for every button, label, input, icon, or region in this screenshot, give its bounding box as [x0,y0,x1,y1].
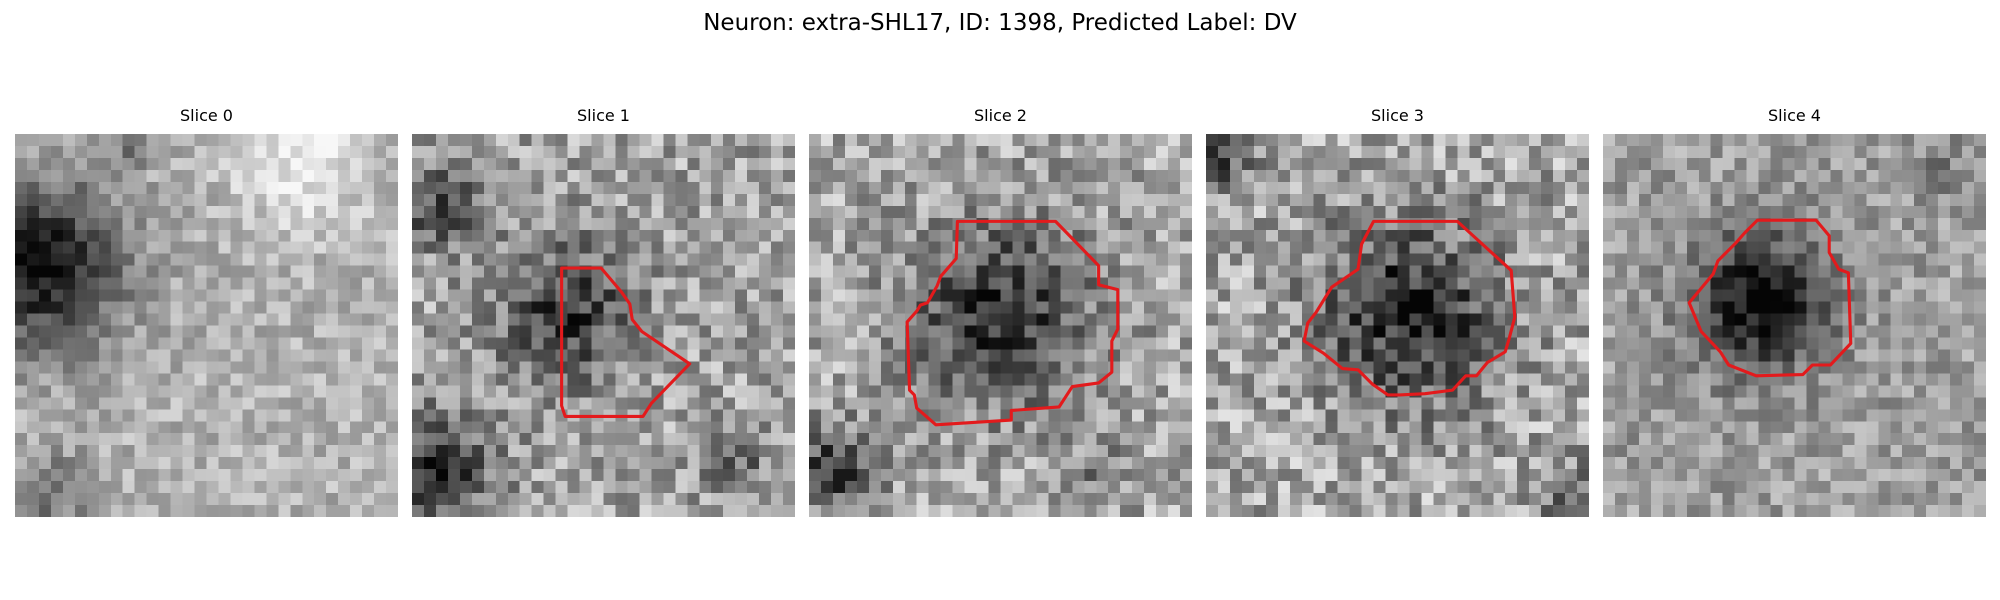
slice-image-4 [1603,134,1986,517]
neuron-contour-4 [1687,218,1853,378]
slice-panel-4: Slice 4 [1603,106,1986,520]
neuron-contour-2 [905,219,1120,427]
slice-image-2 [809,134,1192,517]
slice-image-0 [15,134,398,517]
slice-panel-2: Slice 2 [809,106,1192,520]
slice-image-1 [412,134,795,517]
slice-title-3: Slice 3 [1371,106,1424,125]
slice-panel-0: Slice 0 [15,106,398,520]
slice-title-0: Slice 0 [180,106,233,125]
slice-panel-1: Slice 1 [412,106,795,520]
slice-title-2: Slice 2 [974,106,1027,125]
neuron-contour-1 [560,266,692,419]
slice-title-1: Slice 1 [577,106,630,125]
slice-image-3 [1206,134,1589,517]
figure-title: Neuron: extra-SHL17, ID: 1398, Predicted… [703,10,1297,36]
neuron-contour-3 [1302,219,1517,397]
slice-title-4: Slice 4 [1768,106,1821,125]
slice-panel-3: Slice 3 [1206,106,1589,520]
